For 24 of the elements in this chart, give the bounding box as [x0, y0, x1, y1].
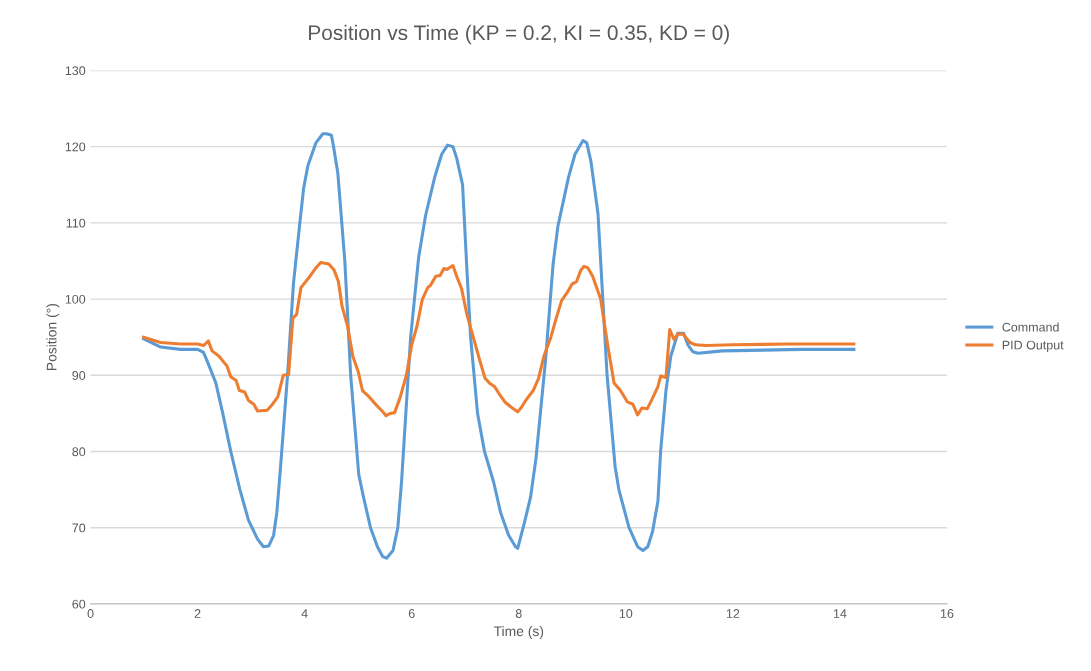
x-tick-label: 16: [940, 609, 954, 618]
x-tick-label: 6: [408, 609, 415, 618]
y-tick-label: 130: [65, 66, 86, 76]
y-tick-label: 60: [72, 599, 86, 609]
x-tick-label: 12: [726, 609, 740, 618]
x-tick-label: 0: [87, 609, 94, 618]
y-tick-label: 120: [65, 142, 86, 152]
y-tick-label: 100: [65, 294, 86, 304]
y-tick-label: 80: [72, 447, 86, 457]
y-tick-label: 70: [72, 523, 86, 533]
y-tick-label: 90: [72, 371, 86, 380]
y-tick-label: 110: [66, 218, 86, 228]
x-tick-label: 2: [194, 609, 201, 618]
x-axis-title: Time (s): [493, 625, 544, 639]
line-series: [142, 260, 856, 418]
legend-label: PID Output: [1002, 340, 1064, 352]
line-series: [142, 132, 856, 560]
chart-title: Position vs Time (KP = 0.2, KI = 0.35, KD = 0): [309, 24, 729, 45]
x-tick-label: 8: [515, 609, 522, 618]
x-tick-label: 14: [833, 609, 847, 618]
x-tick-label: 4: [301, 609, 308, 618]
y-axis-title: Position (°): [46, 304, 60, 371]
legend-label: Command: [1002, 322, 1059, 332]
x-tick-label: 10: [619, 609, 633, 618]
